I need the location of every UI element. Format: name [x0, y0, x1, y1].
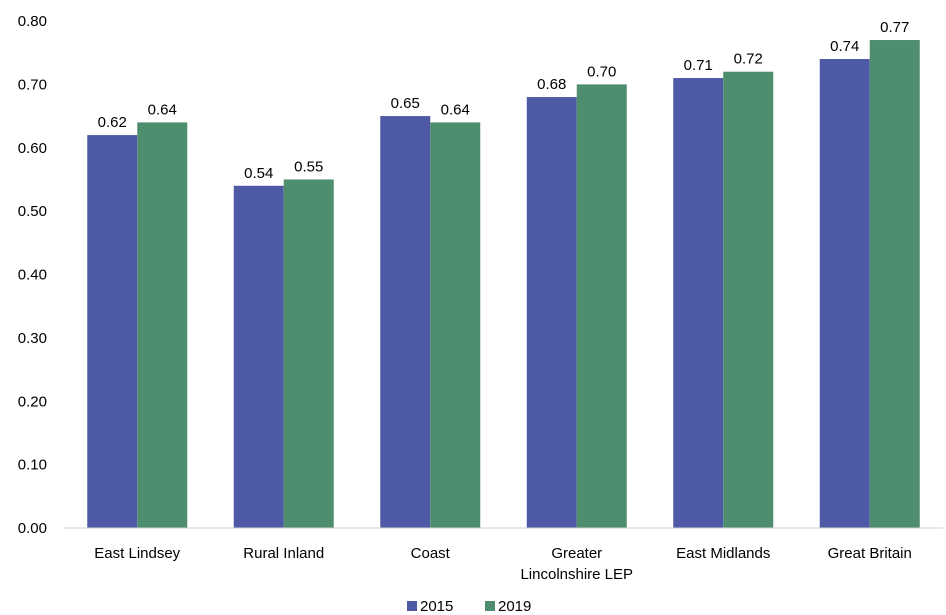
bar-2019-1	[283, 179, 334, 528]
bar-2015-0	[87, 135, 138, 528]
bar-2019-4	[723, 71, 774, 528]
bar-2019-2	[430, 122, 481, 529]
data-label: 0.65	[391, 95, 420, 112]
data-label: 0.68	[537, 76, 566, 93]
y-tick-label: 0.00	[18, 520, 47, 537]
x-category-label: East Lindsey	[94, 545, 180, 562]
y-tick-label: 0.70	[18, 76, 47, 93]
data-label: 0.77	[880, 19, 909, 36]
data-label: 0.71	[684, 57, 713, 74]
x-category-label: Rural Inland	[243, 545, 324, 562]
bar-2019-3	[576, 84, 627, 528]
legend: 2015 2019	[407, 598, 531, 615]
data-label: 0.70	[587, 63, 616, 80]
legend-label-2019: 2019	[498, 598, 531, 615]
data-label: 0.64	[148, 101, 177, 118]
legend-swatch-2019	[485, 601, 495, 611]
legend-swatch-2015	[407, 601, 417, 611]
bar-2019-5	[869, 40, 920, 528]
bar-2019-0	[137, 122, 188, 529]
y-tick-label: 0.30	[18, 330, 47, 347]
bar-2015-4	[673, 78, 724, 528]
data-label: 0.62	[98, 114, 127, 131]
y-tick-label: 0.80	[18, 13, 47, 30]
bar-2015-1	[233, 185, 284, 528]
x-category-label: Great Britain	[828, 545, 912, 562]
x-category-label: Greater Lincolnshire LEP	[520, 545, 633, 583]
data-label: 0.74	[830, 38, 859, 55]
y-tick-label: 0.60	[18, 140, 47, 157]
y-tick-label: 0.10	[18, 457, 47, 474]
bar-2015-2	[380, 116, 431, 528]
y-tick-label: 0.20	[18, 393, 47, 410]
x-category-label: Coast	[411, 545, 451, 562]
bar-2015-5	[819, 59, 870, 529]
data-label: 0.64	[441, 101, 470, 118]
y-axis: 0.00 0.10 0.20 0.30 0.40 0.50 0.60 0.70 0.80	[18, 13, 47, 537]
x-axis: East Lindsey Rural Inland Coast Greater Linc…	[64, 527, 943, 583]
data-label: 0.54	[244, 165, 273, 182]
data-label: 0.55	[294, 158, 323, 175]
y-tick-label: 0.40	[18, 267, 47, 284]
data-label: 0.72	[734, 51, 763, 68]
x-category-label: East Midlands	[676, 545, 770, 562]
bars	[87, 40, 920, 529]
y-tick-label: 0.50	[18, 203, 47, 220]
legend-label-2015: 2015	[420, 598, 453, 615]
data-labels: 0.62 0.64 0.54 0.55 0.65 0.64 0.68 0.70 0.71 0.72…	[98, 19, 910, 182]
bar-2015-3	[526, 97, 577, 529]
